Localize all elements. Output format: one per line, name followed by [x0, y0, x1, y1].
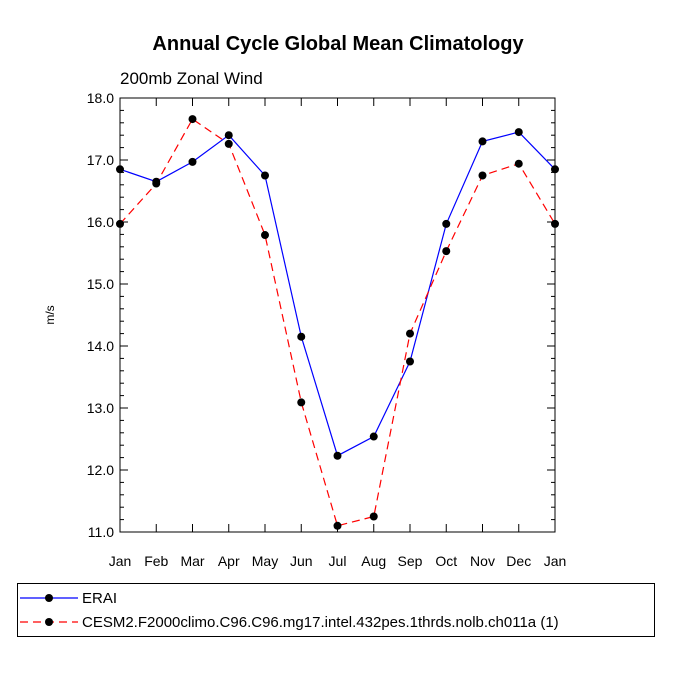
- data-point-erai: [116, 165, 124, 174]
- data-point-cesm2: [478, 171, 487, 180]
- x-tick-label: Jun: [290, 553, 313, 569]
- y-tick-label: 15.0: [87, 276, 114, 292]
- x-tick-label: Jul: [329, 553, 347, 569]
- axis-ticks: [119, 97, 556, 533]
- legend-label-cesm2: CESM2.F2000climo.C96.C96.mg17.intel.432p…: [82, 613, 559, 631]
- data-point-cesm2: [369, 512, 378, 521]
- data-point-cesm2: [333, 521, 342, 530]
- x-tick-label: May: [252, 553, 278, 569]
- series-line-cesm2: [119, 118, 556, 527]
- data-point-erai: [224, 131, 233, 140]
- y-axis-label: m/s: [43, 305, 57, 324]
- legend-label-erai: ERAI: [82, 589, 118, 607]
- data-point-cesm2: [297, 398, 306, 407]
- x-tick-label: Jan: [109, 553, 132, 569]
- data-point-erai: [478, 137, 487, 146]
- legend-swatch-cesm2: [20, 618, 78, 626]
- y-tick-label: 14.0: [87, 338, 114, 354]
- x-tick-label: Jan: [544, 553, 567, 569]
- data-point-erai: [442, 219, 451, 228]
- data-point-cesm2: [261, 231, 269, 240]
- data-point-erai: [261, 171, 269, 180]
- x-tick-label: Mar: [180, 553, 204, 569]
- data-point-cesm2: [188, 115, 197, 124]
- y-tick-label: 11.0: [88, 524, 114, 540]
- data-point-cesm2: [224, 139, 233, 148]
- data-point-cesm2: [442, 247, 451, 256]
- x-tick-label: Dec: [506, 553, 531, 569]
- data-point-erai: [551, 165, 559, 174]
- x-tick-label: Sep: [398, 553, 423, 569]
- y-tick-label: 12.0: [87, 462, 114, 478]
- data-point-cesm2: [514, 159, 523, 168]
- data-point-cesm2: [152, 179, 161, 188]
- data-point-cesm2: [406, 329, 414, 338]
- data-point-erai: [297, 332, 306, 341]
- x-tick-label: Apr: [218, 553, 240, 569]
- data-point-erai: [333, 451, 342, 460]
- series-group: [116, 115, 559, 530]
- legend-item-erai: ERAI: [18, 587, 117, 609]
- x-tick-label: Oct: [435, 553, 457, 569]
- plot-frame: [119, 97, 556, 533]
- y-tick-label: 17.0: [87, 152, 114, 168]
- legend: ERAI CESM2.F2000climo.C96.C96.mg17.intel…: [17, 583, 655, 637]
- y-tick-label: 13.0: [87, 400, 114, 416]
- y-tick-label: 16.0: [87, 214, 114, 230]
- legend-swatch-erai: [20, 594, 78, 602]
- y-tick-label: 18.0: [87, 90, 114, 106]
- data-point-erai: [406, 357, 414, 366]
- chart-title: Annual Cycle Global Mean Climatology: [152, 33, 524, 55]
- data-point-erai: [514, 128, 523, 137]
- series-line-erai: [119, 131, 556, 457]
- legend-item-cesm2: CESM2.F2000climo.C96.C96.mg17.intel.432p…: [18, 611, 559, 633]
- data-point-cesm2: [116, 219, 124, 228]
- data-point-cesm2: [551, 219, 559, 228]
- x-tick-label: Feb: [144, 553, 168, 569]
- data-point-erai: [188, 157, 197, 166]
- chart-subtitle: 200mb Zonal Wind: [120, 69, 263, 88]
- x-tick-label: Nov: [470, 553, 495, 569]
- x-tick-labels: Jan Feb Mar Apr May Jun Jul Aug Sep Oct Nov Dec Jan: [109, 553, 567, 569]
- x-tick-label: Aug: [361, 553, 386, 569]
- data-point-erai: [369, 432, 378, 441]
- y-tick-labels: 11.0 12.0 13.0 14.0 15.0 16.0 17.0 18.0: [87, 90, 114, 540]
